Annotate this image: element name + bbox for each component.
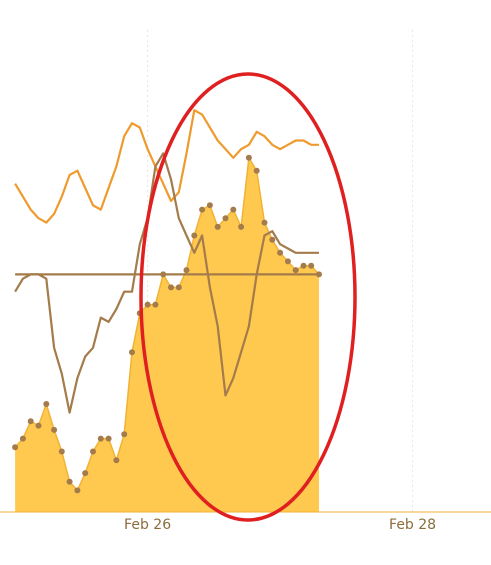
- data-point: [316, 271, 322, 277]
- data-point: [246, 155, 252, 161]
- data-point: [152, 302, 158, 308]
- data-point: [28, 418, 34, 424]
- data-point: [113, 457, 119, 463]
- data-point: [184, 267, 190, 273]
- x-axis: Feb 26 Feb 28: [124, 517, 436, 533]
- data-point: [67, 479, 73, 485]
- data-point: [269, 237, 275, 243]
- data-point: [207, 202, 213, 208]
- data-point: [308, 263, 314, 269]
- data-point: [160, 271, 166, 277]
- data-point: [36, 423, 42, 429]
- data-point: [74, 487, 80, 493]
- data-point: [51, 427, 57, 433]
- x-tick-label: Feb 26: [124, 517, 171, 533]
- data-point: [285, 258, 291, 264]
- data-point: [20, 436, 26, 442]
- data-point: [191, 233, 197, 239]
- data-point: [121, 431, 127, 437]
- area-series: [15, 158, 319, 512]
- data-point: [106, 436, 112, 442]
- data-point: [176, 284, 182, 290]
- data-point: [301, 263, 307, 269]
- data-point: [145, 302, 151, 308]
- data-point: [215, 224, 221, 230]
- data-point: [90, 449, 96, 455]
- data-point: [43, 401, 49, 407]
- data-point: [129, 349, 135, 355]
- data-point: [223, 215, 229, 221]
- area-fill: [15, 158, 319, 512]
- data-point: [254, 168, 260, 174]
- data-point: [277, 250, 283, 256]
- data-point: [199, 207, 205, 213]
- data-point: [293, 267, 299, 273]
- x-tick-label: Feb 28: [389, 517, 436, 533]
- data-point: [238, 224, 244, 230]
- data-point: [98, 436, 104, 442]
- data-point: [82, 470, 88, 476]
- data-point: [12, 444, 18, 450]
- data-point: [230, 207, 236, 213]
- data-point: [59, 449, 65, 455]
- data-point: [168, 284, 174, 290]
- data-point: [262, 220, 268, 226]
